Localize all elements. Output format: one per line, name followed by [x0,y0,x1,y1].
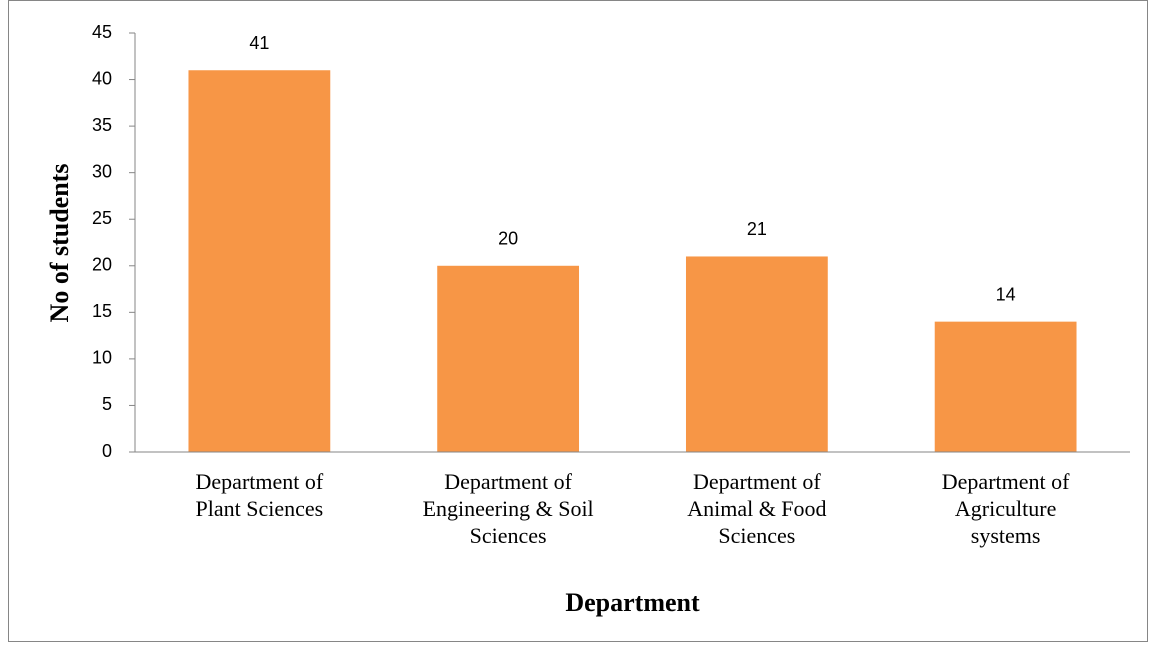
bar [437,265,580,452]
y-tick-label: 15 [92,301,112,321]
bar [188,70,331,452]
value-label: 14 [996,284,1016,304]
y-tick-label: 40 [92,68,112,88]
y-tick-label: 0 [102,441,112,461]
x-tick-label: Department of Plant Sciences [195,469,324,521]
value-label: 21 [747,219,767,239]
y-tick-label: 5 [102,394,112,414]
y-tick-label: 20 [92,255,112,275]
chart-border [8,0,1148,642]
value-label: 20 [498,229,518,249]
y-tick-label: 25 [92,208,112,228]
value-label: 41 [249,33,269,53]
bar [934,321,1077,452]
y-tick-label: 30 [92,161,112,181]
y-axis-title: No of students [45,164,74,323]
x-tick-label: Department of Agriculture systems [941,469,1070,548]
x-axis-title: Department [565,588,700,617]
y-tick-label: 10 [92,348,112,368]
bar [685,256,828,452]
x-tick-label: Department of Engineering & Soil Science… [422,469,594,548]
y-tick-label: 45 [92,22,112,42]
x-tick-label: Department of Animal & Food Sciences [687,469,827,548]
y-tick-label: 35 [92,115,112,135]
